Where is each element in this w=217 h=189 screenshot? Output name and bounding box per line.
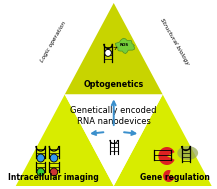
Circle shape [37, 168, 44, 176]
Circle shape [50, 154, 58, 162]
Polygon shape [65, 3, 163, 94]
Polygon shape [158, 147, 175, 165]
Text: Structural biology: Structural biology [159, 17, 189, 66]
Polygon shape [16, 94, 114, 186]
Polygon shape [65, 94, 163, 186]
Text: Intracellular imaging: Intracellular imaging [8, 174, 98, 183]
Text: Genetically encoded
RNA nanodevices: Genetically encoded RNA nanodevices [71, 105, 157, 126]
Circle shape [37, 154, 44, 162]
Polygon shape [16, 3, 212, 186]
Text: Gene regulation: Gene regulation [140, 174, 209, 183]
Circle shape [105, 49, 111, 56]
Polygon shape [114, 94, 212, 186]
Ellipse shape [177, 146, 198, 160]
Text: Logic operation: Logic operation [40, 20, 67, 63]
Text: ROS: ROS [120, 43, 129, 47]
Polygon shape [163, 170, 174, 182]
Text: Optogenetics: Optogenetics [84, 80, 144, 89]
Polygon shape [115, 38, 135, 53]
Circle shape [50, 168, 58, 176]
